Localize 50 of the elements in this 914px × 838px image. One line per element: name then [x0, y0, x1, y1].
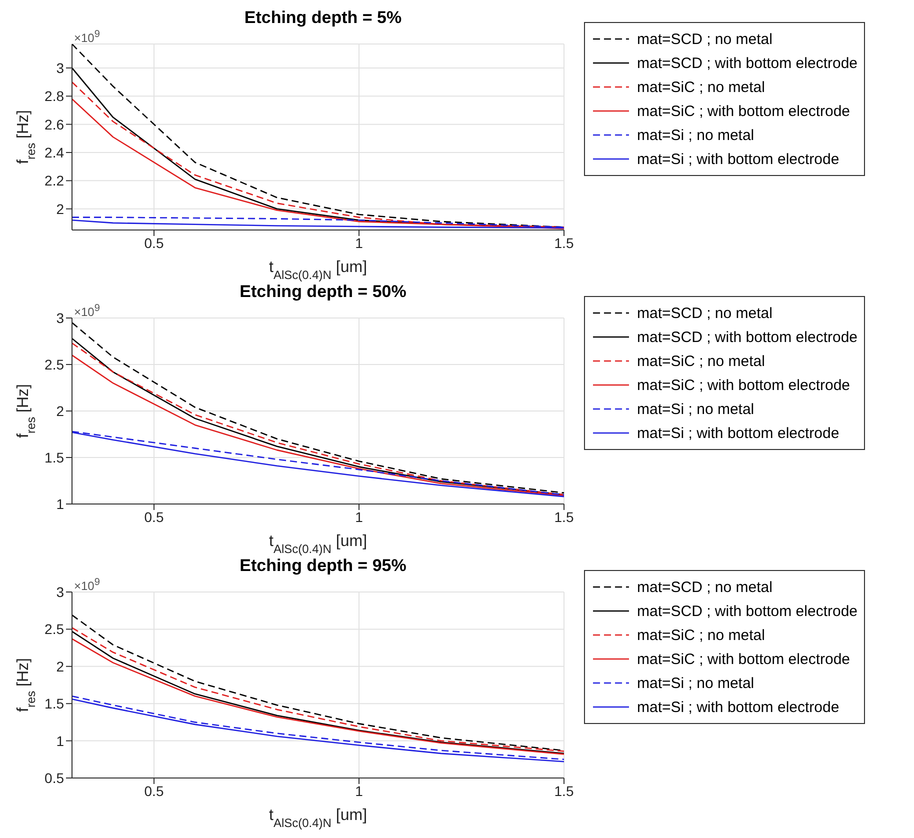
x-axis-title: t$_{AlSc(0.4)N}$ [um]: [268, 259, 368, 282]
legend-label: mat=Si ; no metal: [637, 400, 754, 418]
y-tick-label: 1.5: [44, 696, 64, 712]
legend-label: mat=SiC ; with bottom electrode: [637, 650, 850, 668]
y-tick-label: 2.5: [44, 621, 64, 638]
y-tick-label: 2.2: [44, 172, 64, 189]
legend-label: mat=Si ; with bottom electrode: [637, 424, 840, 442]
y-tick-label: 2: [56, 658, 64, 674]
x-tick-label: 0.5: [144, 234, 164, 251]
y-tick-label: 1: [56, 732, 64, 749]
legend-label: mat=Si ; no metal: [637, 126, 754, 144]
legend-label: mat=SCD ; no metal: [637, 304, 772, 322]
legend-label: mat=Si ; no metal: [637, 674, 754, 692]
legend-label: mat=SiC ; with bottom electrode: [637, 376, 850, 394]
x-tick-label: 1.5: [554, 234, 574, 251]
y-tick-label: 2.4: [44, 144, 64, 160]
x-tick-label: 1.5: [554, 508, 574, 525]
chart-title: Etching depth = 50%: [238, 282, 408, 303]
legend-label: mat=SCD ; no metal: [637, 578, 772, 596]
y-tick-label: 2.8: [44, 88, 64, 104]
y-tick-label: 3: [56, 310, 64, 326]
y-tick-label: 0.5: [44, 770, 64, 786]
x-tick-label: 1.5: [554, 782, 574, 799]
legend-label: mat=SiC ; no metal: [637, 626, 765, 644]
legend-label: mat=SiC ; no metal: [637, 78, 765, 96]
x-tick-label: 0.5: [144, 782, 164, 799]
y-tick-label: 2.5: [44, 356, 64, 372]
x-tick-label: 1: [355, 782, 364, 799]
y-tick-label: 2: [56, 200, 64, 217]
legend-label: mat=Si ; with bottom electrode: [637, 150, 840, 168]
x-tick-label: 1: [355, 234, 364, 251]
y-tick-label: 3: [56, 584, 64, 600]
legend-label: mat=SCD ; with bottom electrode: [637, 602, 858, 620]
legend-label: mat=SCD ; with bottom electrode: [637, 54, 858, 72]
legend-label: mat=Si ; with bottom electrode: [637, 698, 840, 716]
y-tick-label: 1.5: [44, 449, 64, 466]
legend-label: mat=SCD ; no metal: [637, 30, 772, 48]
x-tick-label: 0.5: [144, 508, 164, 525]
y-tick-label: 2.6: [44, 116, 64, 132]
chart-title: Etching depth = 95%: [238, 556, 408, 577]
y-tick-label: 2: [56, 402, 64, 419]
legend-label: mat=SiC ; with bottom electrode: [637, 102, 850, 120]
legend-label: mat=SiC ; no metal: [637, 352, 765, 370]
y-tick-label: 3: [56, 60, 64, 76]
x-axis-title: t$_{AlSc(0.4)N}$ [um]: [268, 807, 368, 830]
y-tick-label: 1: [56, 496, 64, 512]
x-axis-title: t$_{AlSc(0.4)N}$ [um]: [268, 533, 368, 556]
legend-label: mat=SCD ; with bottom electrode: [637, 328, 858, 346]
chart-title: Etching depth = 5%: [243, 8, 403, 29]
x-tick-label: 1: [355, 508, 364, 525]
